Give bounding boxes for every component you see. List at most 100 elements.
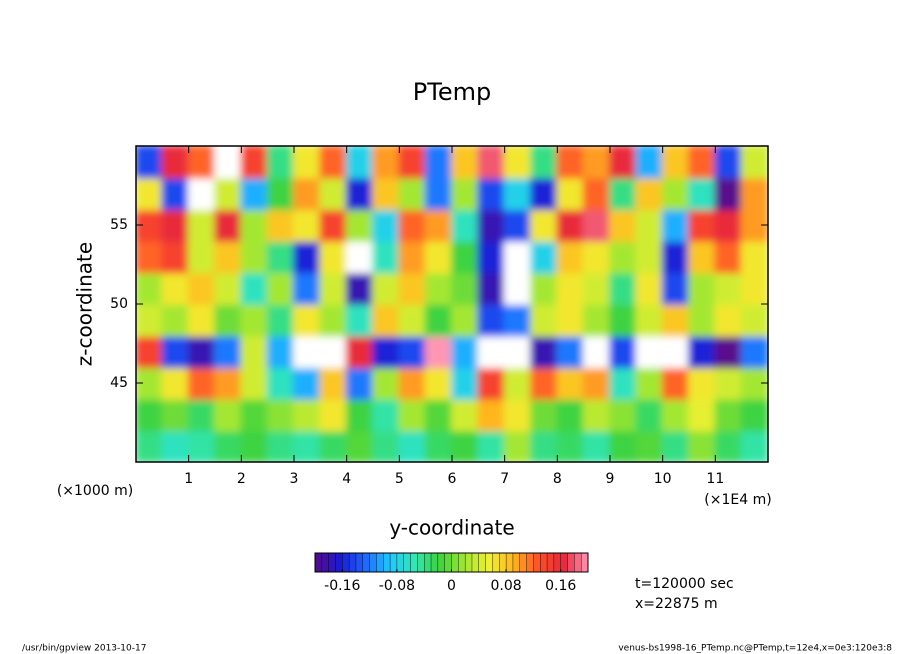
cell bbox=[214, 176, 243, 211]
cell bbox=[214, 397, 243, 432]
footer: /usr/bin/gpview 2013-10-17 bbox=[22, 644, 146, 654]
cell bbox=[609, 366, 638, 400]
x-tick-label: 1 bbox=[184, 471, 193, 487]
cell bbox=[424, 146, 453, 179]
cell bbox=[714, 429, 743, 462]
cell bbox=[740, 334, 768, 369]
cell bbox=[451, 397, 480, 432]
x-tick-label: 3 bbox=[290, 471, 299, 487]
cell bbox=[582, 397, 611, 432]
cell bbox=[688, 271, 717, 305]
cell bbox=[345, 239, 374, 274]
cell bbox=[635, 334, 664, 369]
cell bbox=[240, 176, 269, 211]
cell bbox=[240, 303, 269, 337]
cell bbox=[688, 366, 717, 400]
cell bbox=[372, 208, 401, 242]
cell bbox=[740, 397, 768, 432]
cell bbox=[688, 176, 717, 211]
colorbar-tick-label: 0.08 bbox=[491, 578, 522, 594]
cell bbox=[582, 176, 611, 211]
cell bbox=[503, 366, 532, 400]
colorbar-cell bbox=[553, 552, 562, 573]
cell bbox=[136, 176, 164, 211]
y-tick-label: 55 bbox=[110, 217, 128, 233]
cell bbox=[319, 429, 348, 462]
cell bbox=[530, 303, 559, 337]
cell bbox=[556, 303, 585, 337]
cell bbox=[477, 239, 506, 274]
cell bbox=[530, 208, 559, 242]
y-tick-label: 50 bbox=[110, 296, 128, 312]
cell bbox=[136, 429, 164, 462]
cell bbox=[319, 176, 348, 211]
cell bbox=[136, 271, 164, 305]
cell bbox=[556, 239, 585, 274]
cell bbox=[240, 429, 269, 462]
cell bbox=[477, 271, 506, 305]
cell bbox=[609, 271, 638, 305]
cell bbox=[136, 303, 164, 337]
cell bbox=[530, 271, 559, 305]
cell bbox=[136, 334, 164, 369]
cell bbox=[503, 271, 532, 305]
cell bbox=[661, 429, 690, 462]
cell bbox=[161, 397, 190, 432]
colorbar-cell bbox=[437, 552, 446, 573]
cell bbox=[477, 334, 506, 369]
cell bbox=[398, 366, 427, 400]
colorbar-cell bbox=[478, 552, 487, 573]
cell bbox=[240, 334, 269, 369]
cell bbox=[240, 366, 269, 400]
footer: venus-bs1998-16_PTemp.nc@PTemp,t=12e4,x=… bbox=[618, 644, 892, 654]
cell bbox=[293, 429, 322, 462]
cell bbox=[187, 239, 216, 274]
cell bbox=[345, 429, 374, 462]
cell bbox=[477, 208, 506, 242]
cell bbox=[609, 176, 638, 211]
cell bbox=[451, 366, 480, 400]
cell bbox=[635, 429, 664, 462]
colorbar-cell bbox=[485, 552, 493, 573]
colorbar-cell bbox=[567, 552, 575, 573]
cell bbox=[240, 239, 269, 274]
cell bbox=[266, 239, 295, 274]
colorbar-cell bbox=[519, 552, 528, 573]
cell bbox=[161, 239, 190, 274]
annotation: x=22875 m bbox=[635, 596, 718, 612]
cell bbox=[424, 208, 453, 242]
cell bbox=[424, 303, 453, 337]
cell bbox=[609, 303, 638, 337]
cell bbox=[714, 239, 743, 274]
cell bbox=[635, 397, 664, 432]
cell bbox=[187, 146, 216, 179]
colorbar-cell bbox=[512, 552, 521, 573]
cell bbox=[556, 176, 585, 211]
cell bbox=[398, 146, 427, 179]
cell bbox=[530, 176, 559, 211]
cell bbox=[582, 366, 611, 400]
x-axis-label: y-coordinate bbox=[389, 516, 514, 540]
cell bbox=[661, 176, 690, 211]
cell bbox=[635, 239, 664, 274]
colorbar-tick-label: 0.16 bbox=[545, 578, 576, 594]
cell bbox=[161, 366, 190, 400]
cell bbox=[451, 271, 480, 305]
cell bbox=[714, 397, 743, 432]
x-tick-label: 4 bbox=[342, 471, 351, 487]
colorbar-cell bbox=[471, 552, 480, 573]
cell bbox=[688, 303, 717, 337]
x-unit: (×1E4 m) bbox=[704, 492, 771, 508]
cell bbox=[556, 429, 585, 462]
cell bbox=[372, 176, 401, 211]
cell bbox=[556, 397, 585, 432]
cell bbox=[740, 429, 768, 462]
cell bbox=[609, 334, 638, 369]
colorbar-cell bbox=[580, 552, 589, 573]
cell bbox=[398, 303, 427, 337]
colorbar-cell bbox=[403, 552, 412, 573]
cell bbox=[661, 334, 690, 369]
colorbar-cell bbox=[389, 552, 398, 573]
cell bbox=[161, 176, 190, 211]
cell bbox=[345, 334, 374, 369]
